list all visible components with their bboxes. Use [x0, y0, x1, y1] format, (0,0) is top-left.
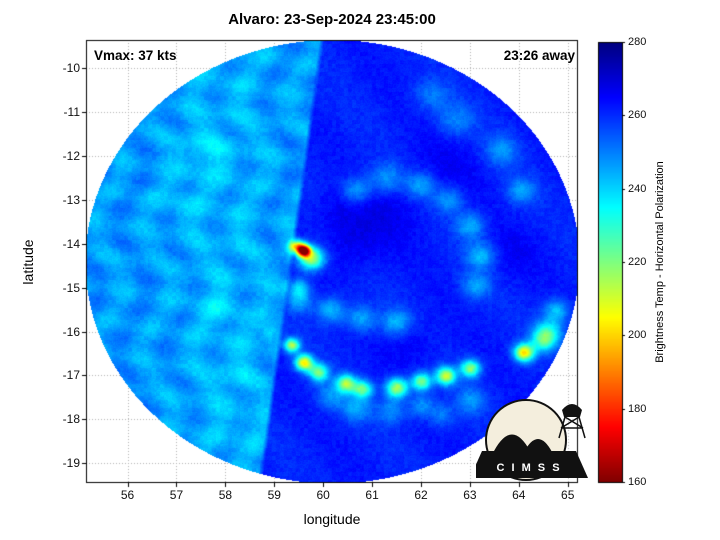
x-tick-label: 59 [267, 488, 281, 502]
plot-title: Alvaro: 23-Sep-2024 23:45:00 [228, 11, 436, 28]
x-tick-label: 64 [512, 488, 526, 502]
y-tick-label: -13 [62, 192, 80, 207]
x-tick-label: 58 [218, 488, 233, 502]
time-away-label: 23:26 away [503, 48, 575, 63]
y-tick-label: -17 [62, 368, 80, 383]
radome-small-icon [524, 439, 552, 452]
x-tick-label: 60 [316, 488, 330, 502]
colorbar-tick-label: 200 [628, 329, 647, 342]
colorbar-tick-label: 180 [628, 402, 647, 415]
x-tick-label: 56 [120, 488, 135, 502]
x-tick-label: 61 [365, 488, 379, 502]
cimss-logo-letters: C I M S S [496, 462, 561, 474]
x-tick-label: 63 [463, 488, 477, 502]
y-tick-label: -12 [62, 148, 80, 163]
logo-base [476, 451, 588, 478]
y-tick-label: -19 [62, 456, 80, 471]
x-tick-label: 65 [561, 488, 575, 502]
colorbar-tick-label: 220 [628, 256, 647, 268]
x-tick-label: 57 [169, 488, 184, 502]
y-tick-label: -18 [62, 412, 80, 427]
y-tick-label: -16 [62, 324, 80, 339]
radome-icon [494, 434, 530, 451]
y-tick-label: -14 [62, 236, 80, 251]
y-tick-label: -11 [63, 105, 80, 119]
y-axis-label: latitude [20, 239, 36, 285]
colorbar-tick-label: 260 [628, 109, 647, 122]
y-tick-label: -15 [62, 280, 80, 295]
colorbar-tick-label: 280 [628, 36, 647, 48]
vmax-label: Vmax: 37 kts [94, 48, 177, 63]
colorbar-tick-label: 160 [628, 476, 647, 488]
cimss-logo: C I M S S [476, 399, 588, 481]
water-tower-icon [558, 404, 586, 439]
y-tick-label: -10 [62, 61, 80, 76]
x-tick-label: 62 [414, 488, 428, 502]
x-axis-label: longitude [303, 511, 361, 527]
colorbar-tick-label: 240 [628, 182, 647, 195]
